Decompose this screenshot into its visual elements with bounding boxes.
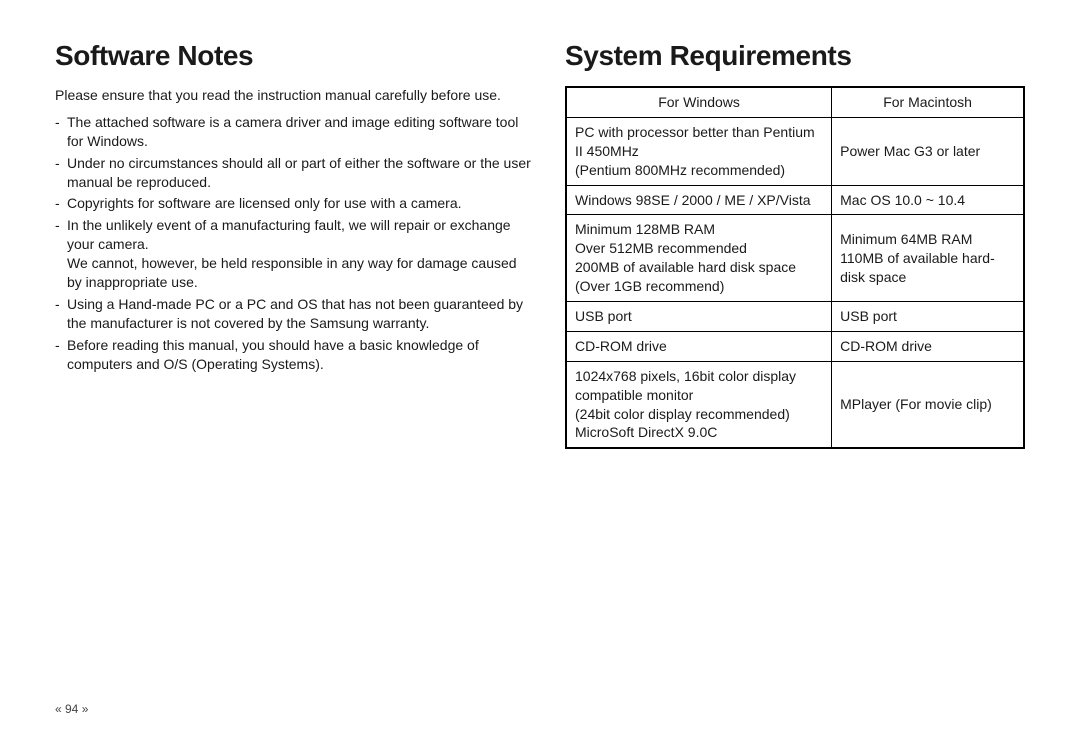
software-notes-list: The attached software is a camera driver…	[55, 113, 535, 374]
cell-mac-ram: Minimum 64MB RAM110MB of available hard-…	[832, 215, 1024, 302]
table-row: Minimum 128MB RAMOver 512MB recommended2…	[566, 215, 1024, 302]
system-requirements-table: For Windows For Macintosh PC with proces…	[565, 86, 1025, 449]
two-column-layout: Software Notes Please ensure that you re…	[55, 40, 1025, 702]
table-row: Windows 98SE / 2000 / ME / XP/Vista Mac …	[566, 185, 1024, 215]
cell-mac-os: Mac OS 10.0 ~ 10.4	[832, 185, 1024, 215]
table-row: PC with processor better than Pentium II…	[566, 117, 1024, 185]
cell-mac-cpu: Power Mac G3 or later	[832, 117, 1024, 185]
document-page: Software Notes Please ensure that you re…	[0, 0, 1080, 746]
table-head-windows: For Windows	[566, 87, 832, 117]
table-head-row: For Windows For Macintosh	[566, 87, 1024, 117]
cell-mac-usb: USB port	[832, 302, 1024, 332]
note-item-1: The attached software is a camera driver…	[55, 113, 535, 151]
note-item-4-sub: We cannot, however, be held responsible …	[67, 254, 535, 292]
table-head-mac: For Macintosh	[832, 87, 1024, 117]
cell-win-cpu: PC with processor better than Pentium II…	[566, 117, 832, 185]
cell-win-usb: USB port	[566, 302, 832, 332]
left-column: Software Notes Please ensure that you re…	[55, 40, 555, 702]
note-item-3: Copyrights for software are licensed onl…	[55, 194, 535, 213]
table-row: CD-ROM drive CD-ROM drive	[566, 331, 1024, 361]
page-number: « 94 »	[55, 702, 1025, 716]
note-item-4-main: In the unlikely event of a manufacturing…	[67, 217, 511, 252]
software-notes-heading: Software Notes	[55, 40, 535, 72]
note-item-5: Using a Hand-made PC or a PC and OS that…	[55, 295, 535, 333]
cell-win-os: Windows 98SE / 2000 / ME / XP/Vista	[566, 185, 832, 215]
cell-mac-display: MPlayer (For movie clip)	[832, 361, 1024, 448]
right-column: System Requirements For Windows For Maci…	[555, 40, 1025, 702]
cell-mac-cd: CD-ROM drive	[832, 331, 1024, 361]
intro-text: Please ensure that you read the instruct…	[55, 86, 535, 105]
note-item-6: Before reading this manual, you should h…	[55, 336, 535, 374]
cell-win-display: 1024x768 pixels, 16bit color display com…	[566, 361, 832, 448]
note-item-2: Under no circumstances should all or par…	[55, 154, 535, 192]
system-requirements-heading: System Requirements	[565, 40, 1025, 72]
note-item-4: In the unlikely event of a manufacturing…	[55, 216, 535, 292]
table-row: 1024x768 pixels, 16bit color display com…	[566, 361, 1024, 448]
cell-win-cd: CD-ROM drive	[566, 331, 832, 361]
cell-win-ram: Minimum 128MB RAMOver 512MB recommended2…	[566, 215, 832, 302]
table-row: USB port USB port	[566, 302, 1024, 332]
